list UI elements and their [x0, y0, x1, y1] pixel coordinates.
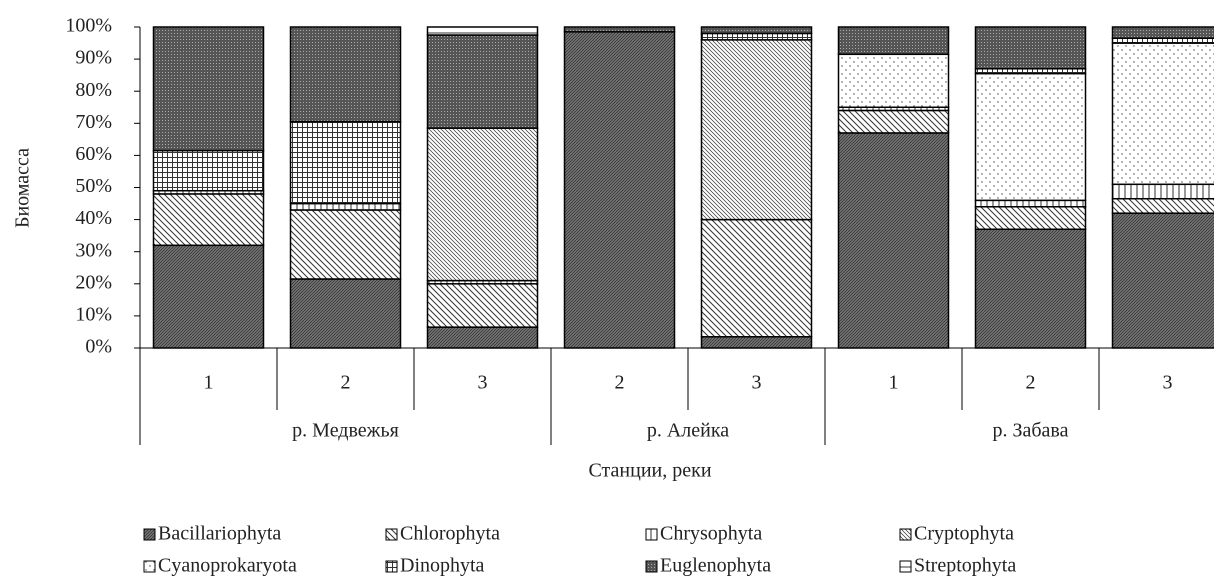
legend-swatch — [645, 528, 658, 541]
group-label: р. Алейка — [647, 420, 729, 442]
legend-label: Chrysophyta — [660, 523, 762, 545]
bar-segment — [974, 199, 1087, 208]
legend-label: Bacillariophyta — [158, 523, 281, 545]
legend-swatch — [899, 560, 912, 573]
group-label: р. Забава — [992, 420, 1068, 442]
bar-segment — [974, 206, 1087, 230]
legend-label: Dinophyta — [400, 555, 485, 577]
legend-swatch — [143, 560, 156, 573]
legend-label: Euglenophyta — [660, 555, 771, 577]
bar-segment — [152, 244, 265, 349]
legend-swatch — [385, 528, 398, 541]
legend-label: Cryptophyta — [914, 523, 1014, 545]
bar-segment — [974, 228, 1087, 349]
bar-segment — [1111, 183, 1214, 200]
bar-segment — [700, 218, 813, 338]
bar-segment — [426, 326, 539, 349]
legend-swatch — [385, 560, 398, 573]
bar-segment — [837, 53, 950, 108]
legend-label: Streptophyta — [914, 555, 1016, 577]
bar-segment — [563, 31, 676, 349]
bar-segment — [837, 109, 950, 134]
legend-swatch — [645, 560, 658, 573]
bar-segment — [1111, 212, 1214, 349]
y-tick-label: 10% — [75, 303, 112, 325]
y-axis-title: Биомасса — [12, 148, 34, 228]
bar-segment — [1111, 42, 1214, 186]
x-tick-label: 1 — [889, 372, 899, 394]
x-tick-label: 1 — [204, 372, 214, 394]
bar-segment — [289, 202, 402, 211]
y-tick-label: 50% — [75, 175, 112, 197]
x-tick-label: 3 — [1163, 372, 1173, 394]
x-tick-label: 3 — [752, 372, 762, 394]
bar-segment — [700, 336, 813, 349]
bar-segment — [152, 149, 265, 192]
legend-label: Chlorophyta — [400, 523, 500, 545]
bar-segment — [289, 26, 402, 123]
y-tick-label: 60% — [75, 143, 112, 165]
bar-segment — [700, 26, 813, 35]
legend-swatch — [899, 528, 912, 541]
y-tick-label: 30% — [75, 239, 112, 261]
bar-segment — [563, 26, 676, 33]
x-tick-label: 3 — [478, 372, 488, 394]
x-tick-label: 2 — [615, 372, 625, 394]
bar-segment — [426, 34, 539, 129]
bar-segment — [974, 26, 1087, 70]
bar-segment — [700, 32, 813, 41]
group-label: р. Медвежья — [292, 420, 399, 442]
y-tick-label: 0% — [85, 336, 112, 358]
bar-segment — [1111, 26, 1214, 39]
bar-segment — [1111, 197, 1214, 214]
bar-segment — [837, 26, 950, 56]
bar-segment — [974, 72, 1087, 202]
legend-label: Cyanoprokaryota — [158, 555, 297, 577]
y-tick-label: 40% — [75, 207, 112, 229]
bar-segment — [289, 120, 402, 205]
bar-segment — [426, 127, 539, 282]
bar-segment — [426, 26, 539, 36]
bar-segment — [152, 193, 265, 247]
x-tick-label: 2 — [341, 372, 351, 394]
y-tick-label: 90% — [75, 47, 112, 69]
y-tick-label: 100% — [65, 15, 112, 37]
legend-swatch — [143, 528, 156, 541]
bar-segment — [289, 209, 402, 280]
bar-segment — [289, 278, 402, 349]
bar-segment — [837, 132, 950, 349]
y-tick-label: 80% — [75, 79, 112, 101]
x-axis-title: Станции, реки — [588, 460, 711, 482]
bar-segment — [426, 283, 539, 328]
bar-segment — [700, 39, 813, 221]
x-tick-label: 2 — [1026, 372, 1036, 394]
bar-segment — [152, 26, 265, 152]
y-tick-label: 20% — [75, 271, 112, 293]
y-tick-label: 70% — [75, 111, 112, 133]
